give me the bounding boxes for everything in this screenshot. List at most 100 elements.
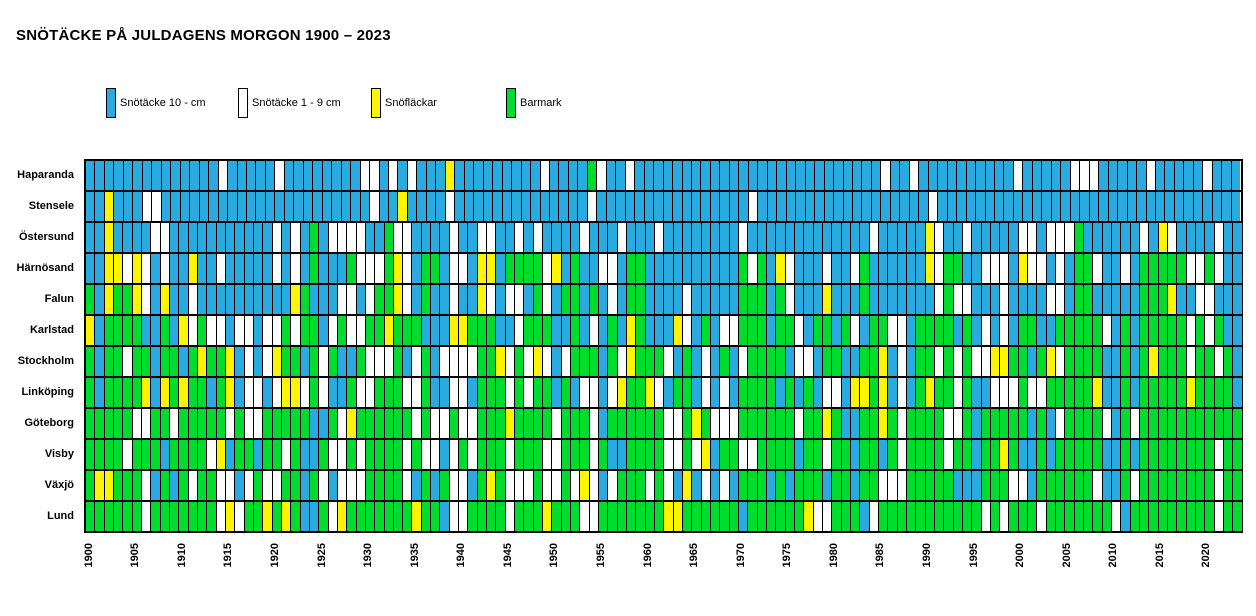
legend-label: Snötäcke 1 - 9 cm [252, 97, 341, 109]
cell-växjö-2017 [1177, 471, 1187, 500]
cell-karlstad-1911 [188, 316, 198, 345]
cell-stensele-1978 [824, 192, 835, 221]
cell-stockholm-1909 [169, 347, 180, 376]
cell-stensele-1947 [531, 192, 541, 221]
cell-östersund-1980 [832, 223, 842, 252]
cell-lund-1936 [421, 502, 432, 531]
cell-stensele-1916 [237, 192, 247, 221]
cell-karlstad-1938 [440, 316, 450, 345]
cell-falun-1965 [692, 285, 702, 314]
cell-lund-1963 [673, 502, 683, 531]
cell-visby-1983 [860, 440, 870, 469]
cell-visby-1915 [225, 440, 236, 469]
cell-haparanda-1922 [294, 161, 304, 190]
cell-växjö-2023 [1233, 471, 1242, 500]
cell-göteborg-1973 [766, 409, 777, 438]
cell-visby-2006 [1074, 440, 1085, 469]
cell-göteborg-1971 [748, 409, 758, 438]
cell-falun-1963 [673, 285, 683, 314]
cell-göteborg-1939 [449, 409, 460, 438]
cell-göteborg-1911 [188, 409, 198, 438]
cell-lund-1964 [683, 502, 693, 531]
cell-linköping-1999 [1009, 378, 1019, 407]
cell-växjö-1905 [132, 471, 142, 500]
cell-härnösand-1979 [822, 254, 833, 283]
cell-stockholm-1968 [720, 347, 730, 376]
cell-stensele-2001 [1042, 192, 1052, 221]
cell-stensele-1903 [114, 192, 124, 221]
cell-stensele-1913 [209, 192, 219, 221]
cell-göteborg-1952 [571, 409, 581, 438]
cell-växjö-1925 [319, 471, 329, 500]
cell-stockholm-1973 [766, 347, 777, 376]
cell-lund-2017 [1177, 502, 1187, 531]
cell-härnösand-1967 [710, 254, 721, 283]
cell-visby-1920 [272, 440, 282, 469]
cell-haparanda-1902 [104, 161, 115, 190]
cell-lund-2004 [1056, 502, 1066, 531]
cell-lund-2015 [1158, 502, 1169, 531]
cell-falun-1995 [972, 285, 982, 314]
cell-härnösand-2007 [1084, 254, 1094, 283]
cell-visby-2004 [1056, 440, 1066, 469]
cell-linköping-1930 [365, 378, 376, 407]
cell-göteborg-2004 [1056, 409, 1066, 438]
cell-stockholm-1955 [599, 347, 609, 376]
cell-falun-2012 [1130, 285, 1141, 314]
cell-stensele-1945 [512, 192, 522, 221]
cell-stockholm-1956 [608, 347, 618, 376]
cell-östersund-1903 [113, 223, 124, 252]
cell-linköping-1939 [449, 378, 460, 407]
cell-haparanda-1904 [123, 161, 134, 190]
cell-göteborg-1977 [804, 409, 814, 438]
cell-härnösand-1904 [123, 254, 133, 283]
cell-växjö-1970 [738, 471, 749, 500]
cell-stensele-2015 [1174, 192, 1185, 221]
cell-visby-1963 [673, 440, 683, 469]
cell-stockholm-1916 [235, 347, 245, 376]
cell-falun-1956 [608, 285, 618, 314]
cell-visby-1962 [664, 440, 674, 469]
cell-karlstad-2022 [1224, 316, 1234, 345]
cell-falun-1922 [291, 285, 301, 314]
cell-göteborg-1974 [776, 409, 786, 438]
cell-linköping-1935 [412, 378, 422, 407]
cell-växjö-1949 [543, 471, 553, 500]
cell-linköping-1966 [701, 378, 711, 407]
cell-linköping-1997 [990, 378, 1001, 407]
cell-haparanda-1958 [635, 161, 645, 190]
cell-stensele-1990 [938, 192, 948, 221]
cell-stensele-1981 [852, 192, 863, 221]
cell-göteborg-1931 [375, 409, 385, 438]
grid-row-göteborg [86, 409, 1242, 440]
cell-härnösand-1941 [468, 254, 478, 283]
station-label-lund: Lund [47, 510, 74, 522]
cell-stensele-1900 [86, 192, 96, 221]
cell-härnösand-1984 [869, 254, 879, 283]
cell-östersund-1981 [841, 223, 851, 252]
cell-karlstad-1905 [132, 316, 142, 345]
cell-växjö-1926 [328, 471, 338, 500]
cell-linköping-2017 [1177, 378, 1187, 407]
cell-visby-1961 [655, 440, 665, 469]
cell-göteborg-1962 [664, 409, 674, 438]
cell-göteborg-1929 [356, 409, 366, 438]
cell-linköping-1992 [944, 378, 954, 407]
cell-stockholm-1911 [188, 347, 198, 376]
cell-stockholm-2010 [1112, 347, 1122, 376]
cell-härnösand-1925 [319, 254, 329, 283]
cell-haparanda-1962 [673, 161, 683, 190]
cell-göteborg-1963 [673, 409, 683, 438]
cell-visby-2010 [1112, 440, 1122, 469]
grid-row-östersund [86, 223, 1242, 254]
cell-stockholm-1917 [244, 347, 254, 376]
cell-linköping-1980 [832, 378, 842, 407]
cell-falun-1906 [141, 285, 152, 314]
cell-linköping-1948 [533, 378, 544, 407]
cell-karlstad-1968 [720, 316, 730, 345]
cell-härnösand-1953 [580, 254, 590, 283]
cell-stensele-1915 [228, 192, 238, 221]
cell-växjö-1973 [766, 471, 777, 500]
cell-lund-1997 [990, 502, 1001, 531]
cell-östersund-1940 [459, 223, 469, 252]
